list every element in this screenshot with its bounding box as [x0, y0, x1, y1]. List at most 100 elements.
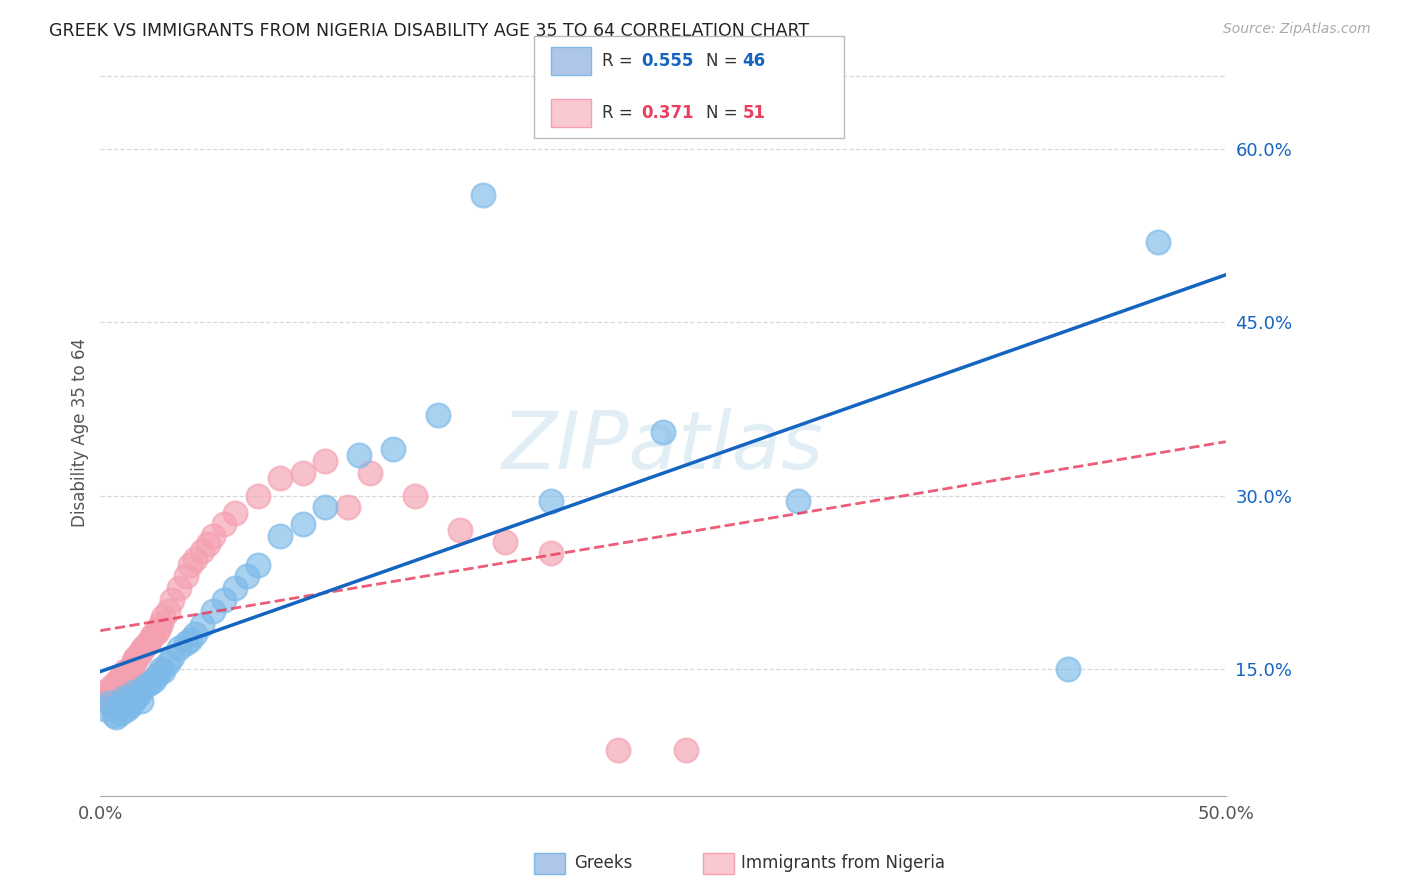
- Text: 0.371: 0.371: [641, 103, 693, 121]
- Point: [141, 630, 163, 644]
- Point: [128, 648, 150, 662]
- Point: [167, 581, 190, 595]
- Point: [179, 558, 201, 572]
- Point: [110, 671, 132, 685]
- Point: [212, 517, 235, 532]
- Point: [184, 627, 207, 641]
- Point: [197, 537, 219, 551]
- Point: [105, 710, 128, 724]
- Text: Immigrants from Nigeria: Immigrants from Nigeria: [741, 855, 945, 872]
- Point: [291, 517, 314, 532]
- Point: [201, 604, 224, 618]
- Point: [145, 624, 167, 639]
- Point: [105, 675, 128, 690]
- Point: [103, 708, 125, 723]
- Point: [132, 640, 155, 655]
- Point: [347, 448, 370, 462]
- Point: [129, 644, 152, 658]
- Text: N =: N =: [706, 103, 742, 121]
- Point: [143, 673, 166, 688]
- Point: [121, 664, 143, 678]
- Point: [143, 627, 166, 641]
- Text: GREEK VS IMMIGRANTS FROM NIGERIA DISABILITY AGE 35 TO 64 CORRELATION CHART: GREEK VS IMMIGRANTS FROM NIGERIA DISABIL…: [49, 22, 810, 40]
- Point: [404, 489, 426, 503]
- Text: 0.555: 0.555: [641, 53, 693, 70]
- Point: [150, 615, 173, 630]
- Point: [224, 581, 246, 595]
- Point: [472, 188, 495, 202]
- Point: [91, 685, 114, 699]
- Point: [110, 706, 132, 720]
- Point: [269, 471, 291, 485]
- Text: Source: ZipAtlas.com: Source: ZipAtlas.com: [1223, 22, 1371, 37]
- Point: [156, 656, 179, 670]
- Point: [107, 673, 129, 688]
- Point: [381, 442, 404, 457]
- Point: [134, 639, 156, 653]
- Point: [148, 621, 170, 635]
- Point: [495, 534, 517, 549]
- Point: [129, 694, 152, 708]
- Point: [114, 664, 136, 678]
- Point: [125, 690, 148, 705]
- Point: [174, 569, 197, 583]
- Text: R =: R =: [602, 53, 638, 70]
- Point: [122, 685, 145, 699]
- Point: [1057, 662, 1080, 676]
- Point: [94, 702, 117, 716]
- Point: [117, 667, 139, 681]
- Point: [122, 656, 145, 670]
- Point: [122, 652, 145, 666]
- Point: [100, 679, 122, 693]
- Point: [167, 640, 190, 655]
- Text: R =: R =: [602, 103, 638, 121]
- Point: [162, 592, 184, 607]
- Point: [145, 667, 167, 681]
- Point: [450, 523, 472, 537]
- Point: [314, 500, 336, 515]
- Point: [246, 558, 269, 572]
- Point: [152, 610, 174, 624]
- Text: 46: 46: [742, 53, 765, 70]
- Point: [150, 662, 173, 676]
- Point: [94, 687, 117, 701]
- Point: [184, 552, 207, 566]
- Point: [111, 667, 134, 681]
- Point: [179, 632, 201, 647]
- Point: [787, 494, 810, 508]
- Point: [118, 662, 141, 676]
- Point: [190, 544, 212, 558]
- Point: [291, 466, 314, 480]
- Point: [139, 675, 162, 690]
- Point: [314, 454, 336, 468]
- Text: Greeks: Greeks: [574, 855, 633, 872]
- Point: [162, 650, 184, 665]
- Point: [1147, 235, 1170, 249]
- Point: [111, 698, 134, 713]
- Point: [156, 604, 179, 618]
- Point: [107, 698, 129, 713]
- Text: 51: 51: [742, 103, 765, 121]
- Point: [336, 500, 359, 515]
- Point: [125, 650, 148, 665]
- Point: [269, 529, 291, 543]
- Point: [136, 636, 159, 650]
- Point: [118, 698, 141, 713]
- Point: [134, 679, 156, 693]
- Point: [607, 742, 630, 756]
- Text: N =: N =: [706, 53, 742, 70]
- Point: [174, 636, 197, 650]
- Point: [652, 425, 675, 439]
- Point: [675, 742, 697, 756]
- Point: [359, 466, 381, 480]
- Point: [117, 702, 139, 716]
- Point: [426, 408, 449, 422]
- Point: [121, 697, 143, 711]
- Point: [96, 690, 118, 705]
- Point: [128, 687, 150, 701]
- Point: [235, 569, 257, 583]
- Point: [540, 494, 562, 508]
- Point: [540, 546, 562, 560]
- Point: [103, 682, 125, 697]
- Point: [114, 694, 136, 708]
